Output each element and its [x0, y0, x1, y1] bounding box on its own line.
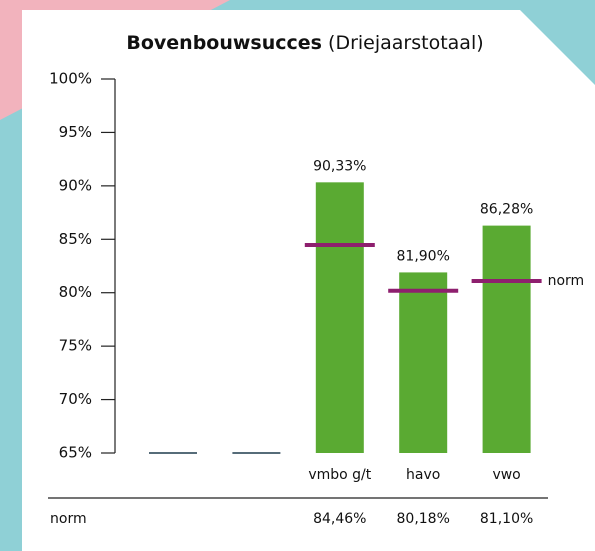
norm-value-label: 84,46%	[313, 511, 366, 527]
y-tick-label: 100%	[49, 70, 92, 88]
norm-row-label: norm	[50, 511, 87, 527]
value-label: 86,28%	[480, 202, 533, 218]
y-tick-label: 90%	[59, 176, 92, 194]
bar	[315, 182, 364, 453]
x-tick-label: vmbo g/t	[308, 467, 371, 483]
value-label: 81,90%	[397, 248, 450, 264]
norm-value-label: 80,18%	[397, 511, 450, 527]
y-tick-label: 95%	[59, 123, 92, 141]
norm-value-label: 81,10%	[480, 511, 533, 527]
chart-title: Bovenbouwsucces (Driejaarstotaal)	[126, 32, 483, 54]
panel	[22, 10, 595, 551]
y-tick-label: 70%	[59, 390, 92, 408]
y-tick-label: 65%	[59, 444, 92, 462]
norm-legend: norm	[548, 273, 585, 289]
value-label: 90,33%	[313, 158, 366, 174]
y-tick-label: 80%	[59, 283, 92, 301]
y-tick-label: 85%	[59, 230, 92, 248]
bar	[482, 225, 531, 453]
x-tick-label: vwo	[492, 467, 520, 483]
x-tick-label: havo	[406, 467, 440, 483]
bar	[399, 272, 448, 453]
title-main: Bovenbouwsucces	[126, 32, 322, 54]
y-tick-label: 75%	[59, 337, 92, 355]
title-sub: (Driejaarstotaal)	[328, 32, 484, 54]
